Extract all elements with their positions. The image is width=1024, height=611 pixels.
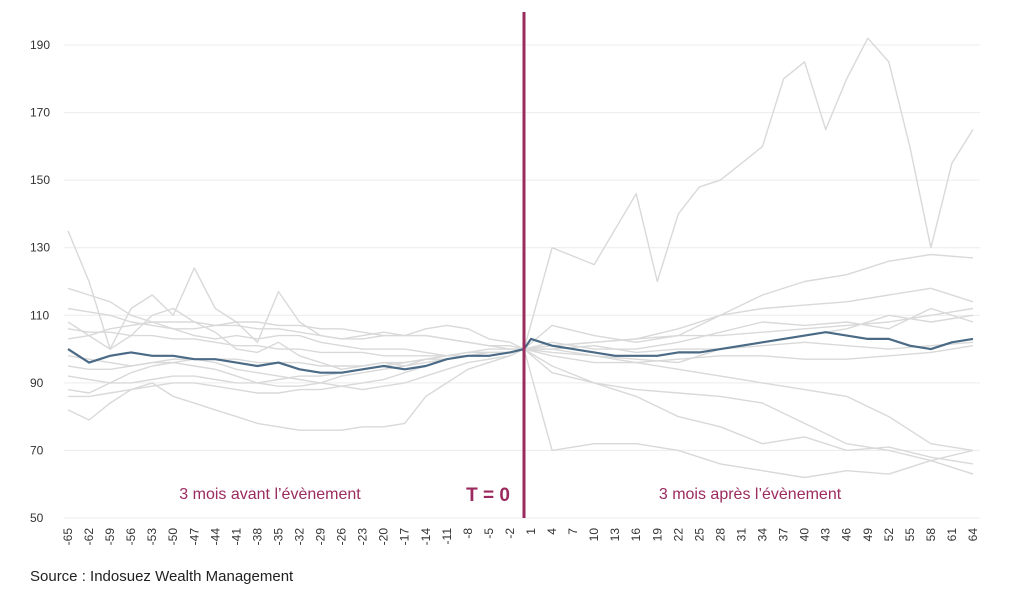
y-tick-label: 70 [30, 443, 44, 457]
x-tick-label: -53 [145, 528, 159, 546]
x-tick-label: -44 [208, 528, 222, 546]
x-tick-label: 55 [903, 528, 917, 542]
x-tick-label: -29 [314, 528, 328, 546]
x-tick-label: 28 [713, 528, 727, 542]
x-tick-label: -32 [293, 528, 307, 546]
y-tick-label: 50 [30, 511, 44, 525]
x-tick-label: -26 [335, 528, 349, 546]
x-tick-label: 52 [882, 528, 896, 542]
x-tick-label: 46 [840, 528, 854, 542]
x-tick-label: -65 [61, 528, 75, 546]
region-before-label: 3 mois avant l’évènement [179, 486, 361, 503]
x-tick-label: -38 [250, 528, 264, 546]
x-tick-label: -62 [82, 528, 96, 546]
x-tick-label: -50 [166, 528, 180, 546]
region-after-label: 3 mois après l’évènement [659, 486, 842, 503]
x-tick-label: -20 [377, 528, 391, 546]
x-tick-label: -56 [124, 528, 138, 546]
y-tick-label: 170 [30, 106, 50, 120]
y-tick-label: 190 [30, 38, 50, 52]
background-series [67, 37, 974, 479]
series-line-5 [67, 287, 974, 394]
x-tick-label: -23 [356, 528, 370, 546]
source-note: Source : Indosuez Wealth Management [30, 568, 294, 585]
series-line-6 [67, 307, 974, 350]
x-tick-label: 58 [924, 528, 938, 542]
series-line-12 [67, 307, 974, 357]
x-tick-label: 37 [777, 528, 791, 542]
y-tick-label: 90 [30, 376, 44, 390]
x-tick-label: -17 [398, 528, 412, 546]
x-tick-label: -8 [461, 528, 475, 539]
gridlines [64, 44, 980, 519]
x-tick-label: 40 [798, 528, 812, 542]
x-tick-label: -47 [187, 528, 201, 546]
x-tick-label: 19 [650, 528, 664, 542]
x-tick-label: -41 [229, 528, 243, 546]
series-line-2 [67, 348, 974, 479]
x-tick-label: 43 [819, 528, 833, 542]
event-marker-label: T = 0 [466, 485, 510, 506]
x-tick-label: 7 [566, 528, 580, 535]
series-line-3 [67, 287, 974, 465]
x-tick-label: 4 [545, 528, 559, 535]
y-tick-label: 130 [30, 241, 50, 255]
series-line-8 [67, 348, 974, 462]
x-tick-label: 10 [587, 528, 601, 542]
series-line-11 [68, 348, 974, 452]
x-tick-label: -5 [482, 528, 496, 539]
x-tick-label: -14 [419, 528, 433, 546]
y-axis: 50 70 90 110 130 150 170 190 [30, 38, 50, 525]
y-tick-label: 110 [30, 308, 49, 322]
average-series [67, 331, 974, 374]
x-tick-label: 61 [945, 528, 959, 542]
x-axis: -65 -62 -59 -56 -53 -50 -47 -44 -41 -38 -35 -32 -29-… [61, 528, 980, 546]
x-tick-label: 34 [756, 528, 770, 542]
series-line-10 [67, 345, 974, 370]
y-tick-label: 150 [30, 173, 50, 187]
x-tick-label: 22 [671, 528, 685, 542]
x-tick-label: 1 [524, 528, 538, 535]
series-line-1 [67, 37, 974, 370]
x-tick-label: 13 [608, 528, 622, 542]
x-tick-label: 25 [692, 528, 706, 542]
x-tick-label: -35 [271, 528, 285, 546]
average-line [67, 331, 974, 374]
x-tick-label: 31 [734, 528, 748, 542]
x-tick-label: 49 [861, 528, 875, 542]
series-line-4 [67, 253, 974, 350]
x-tick-label: -11 [440, 528, 454, 545]
x-tick-label: -2 [503, 528, 517, 539]
x-tick-label: 64 [966, 528, 980, 542]
x-tick-label: 16 [629, 528, 643, 542]
x-tick-label: -59 [103, 528, 117, 546]
series-line-9 [67, 307, 974, 354]
